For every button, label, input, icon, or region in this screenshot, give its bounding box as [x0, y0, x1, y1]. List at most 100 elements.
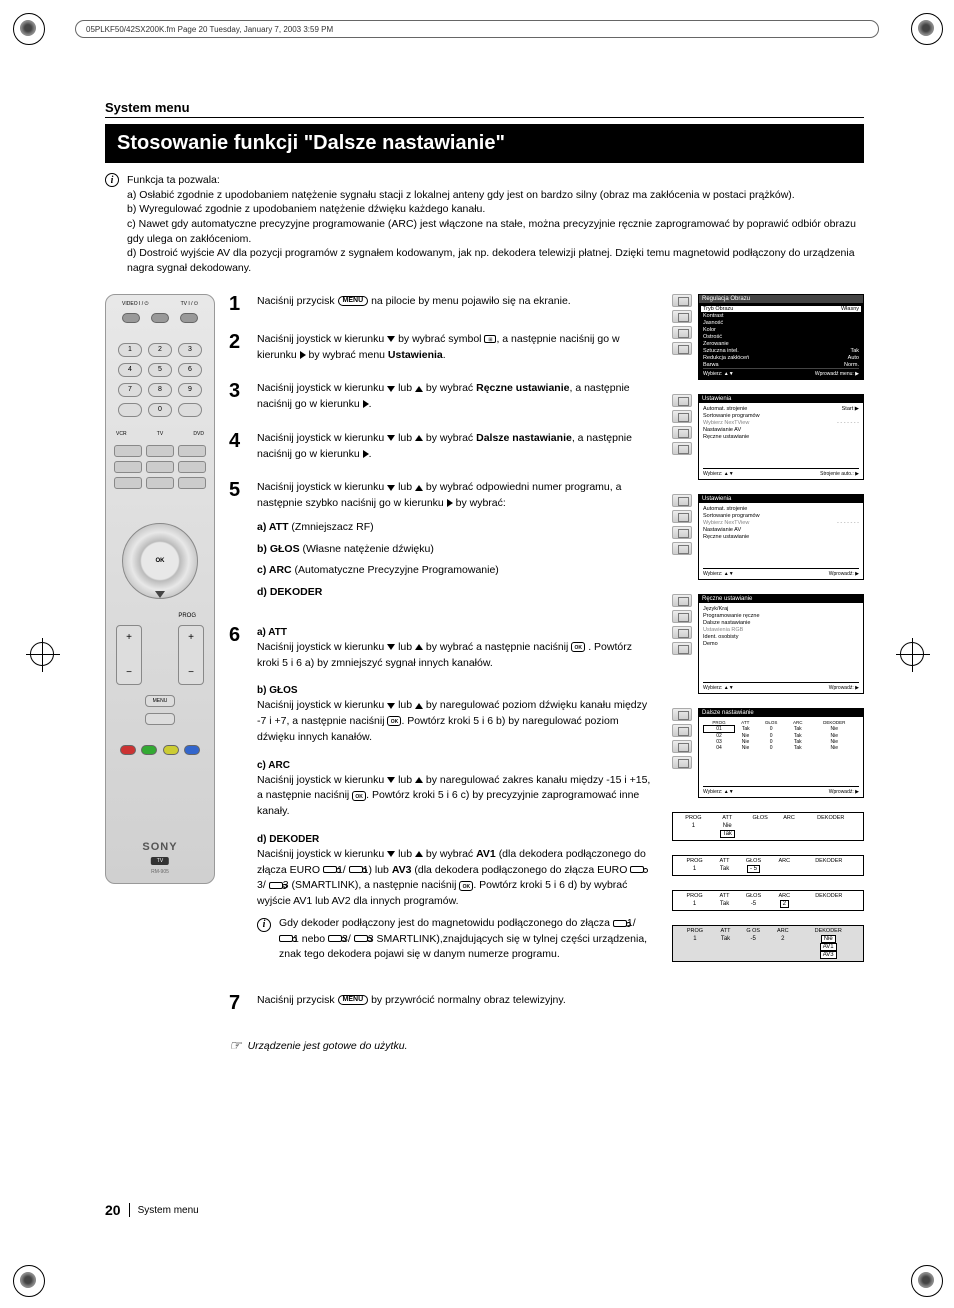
remote-tv-badge: TV	[151, 857, 169, 865]
remote-sony-logo: SONY	[106, 841, 214, 853]
menu-button-icon: MENU	[338, 296, 369, 306]
step-text: Naciśnij joystick w kierunku	[257, 432, 384, 444]
remote-num: 0	[148, 403, 172, 417]
remote-num: 4	[118, 363, 142, 377]
menu-button-icon: MENU	[338, 995, 369, 1005]
step-text: Naciśnij przycisk	[257, 994, 335, 1006]
arrow-up-icon	[415, 777, 423, 783]
arrow-right-icon	[300, 351, 306, 359]
info-icon: i	[257, 918, 271, 932]
remote-btn	[146, 477, 174, 489]
osd-screenshot-4: Ręczne ustawianieJęzyk/KrajProgramowanie…	[672, 594, 864, 694]
crop-mark-bl	[8, 1260, 48, 1300]
remote-num: 5	[148, 363, 172, 377]
step-text: 3/	[257, 879, 266, 891]
side-icon	[672, 442, 692, 455]
arrow-down-icon	[387, 336, 395, 342]
remote-volume-rocker: +−	[116, 625, 142, 685]
side-icon	[672, 610, 692, 623]
step-text: Naciśnij joystick w kierunku	[257, 774, 384, 786]
step-4: 4 Naciśnij joystick w kierunku lub by wy…	[229, 431, 652, 463]
table-arc: PROGATTGŁOSARCDEKODER1Tak-52	[672, 890, 864, 911]
scart-icon	[613, 920, 627, 927]
step-bold: AV3	[392, 864, 412, 876]
scart-icon	[269, 882, 283, 889]
decoder-note: i Gdy dekoder podłączony jest do magneto…	[257, 916, 652, 963]
scart-icon	[349, 866, 363, 873]
remote-prog-rocker: +−	[178, 625, 204, 685]
step-text: by wybrać	[426, 382, 473, 394]
remote-btn	[114, 445, 142, 457]
side-icon	[672, 310, 692, 323]
osd-screenshot-3: UstawieniaAutomat. strojenieSortowanie p…	[672, 494, 864, 580]
remote-num: 1	[118, 343, 142, 357]
remote-red-button	[120, 745, 136, 755]
step-bold: Dalsze nastawianie	[476, 432, 572, 444]
step-text: Naciśnij joystick w kierunku	[257, 382, 384, 394]
sub-head: c) ARC	[257, 758, 652, 773]
scart-icon	[323, 866, 337, 873]
sub-head: a) ATT	[257, 625, 652, 640]
osd-screenshot-2: UstawieniaAutomat. strojenieStart ▶Sorto…	[672, 394, 864, 480]
step-text: by wybrać a następnie naciśnij	[426, 641, 568, 653]
side-icon	[672, 510, 692, 523]
table-glos: PROGATTGŁOSARCDEKODER1Tak- 5	[672, 855, 864, 876]
ok-button-icon: OK	[571, 642, 585, 652]
step-5: 5 Naciśnij joystick w kierunku lub by wy…	[229, 480, 652, 607]
arrow-down-icon	[387, 777, 395, 783]
remote-num: 6	[178, 363, 202, 377]
step-number: 5	[229, 480, 247, 607]
remote-control-illustration: VIDEO I / ⏻TV I / ⏻ 123 456 789 0 VCRTVD…	[105, 294, 215, 884]
intro-a: a) Osłabić zgodnie z upodobaniem natężen…	[127, 188, 864, 203]
side-icon	[672, 342, 692, 355]
remote-btn	[122, 313, 140, 323]
step-text: lub	[398, 432, 412, 444]
footer-label: System menu	[138, 1205, 199, 1216]
arrow-up-icon	[415, 703, 423, 709]
crop-mark-tr	[906, 8, 946, 48]
scart-icon	[279, 935, 293, 942]
step-number: 1	[229, 294, 247, 314]
step-number: 3	[229, 381, 247, 413]
side-icon	[672, 294, 692, 307]
page-number: 20	[105, 1202, 121, 1218]
side-icon	[672, 410, 692, 423]
step-text: (dla dekodera podłączonego do złącza EUR…	[414, 864, 627, 876]
remote-num: 7	[118, 383, 142, 397]
registration-right	[900, 642, 924, 666]
arrow-down-icon	[387, 386, 395, 392]
page-footer: 20 System menu	[105, 1202, 199, 1218]
remote-video-label: VIDEO I / ⏻	[122, 301, 148, 307]
side-icon	[672, 542, 692, 555]
step-text: by wybrać:	[456, 497, 506, 509]
remote-blue-button	[184, 745, 200, 755]
step-number: 2	[229, 332, 247, 364]
step-3: 3 Naciśnij joystick w kierunku lub by wy…	[229, 381, 652, 413]
arrow-right-icon	[363, 400, 369, 408]
framemaker-header: 05PLKF50/42SX200K.fm Page 20 Tuesday, Ja…	[75, 20, 879, 38]
remote-btn	[146, 461, 174, 473]
arrow-up-icon	[415, 386, 423, 392]
sublist-label: b) GŁOS	[257, 543, 300, 555]
remote-num: 8	[148, 383, 172, 397]
intro-block: i Funkcja ta pozwala: a) Osłabić zgodnie…	[105, 173, 864, 276]
remote-btn	[151, 313, 169, 323]
scart-icon	[630, 866, 644, 873]
remote-num	[118, 403, 142, 417]
sublist-label: a) ATT	[257, 521, 289, 533]
arrow-up-icon	[415, 485, 423, 491]
side-icon	[672, 394, 692, 407]
side-icon	[672, 626, 692, 639]
step-number: 7	[229, 993, 247, 1013]
ready-text: Urządzenie jest gotowe do użytku.	[248, 1040, 408, 1052]
remote-menu-button: MENU	[145, 695, 175, 707]
step-text: na pilocie by menu pojawiło się na ekran…	[371, 295, 571, 307]
section-label: System menu	[105, 100, 864, 118]
intro-b: b) Wyregulować zgodnie z upodobaniem nat…	[127, 202, 864, 217]
arrow-right-icon	[363, 450, 369, 458]
step-text: lub	[398, 774, 412, 786]
remote-btn	[145, 713, 175, 725]
side-icon	[672, 426, 692, 439]
remote-yellow-button	[163, 745, 179, 755]
sublist-label: d) DEKODER	[257, 586, 322, 598]
